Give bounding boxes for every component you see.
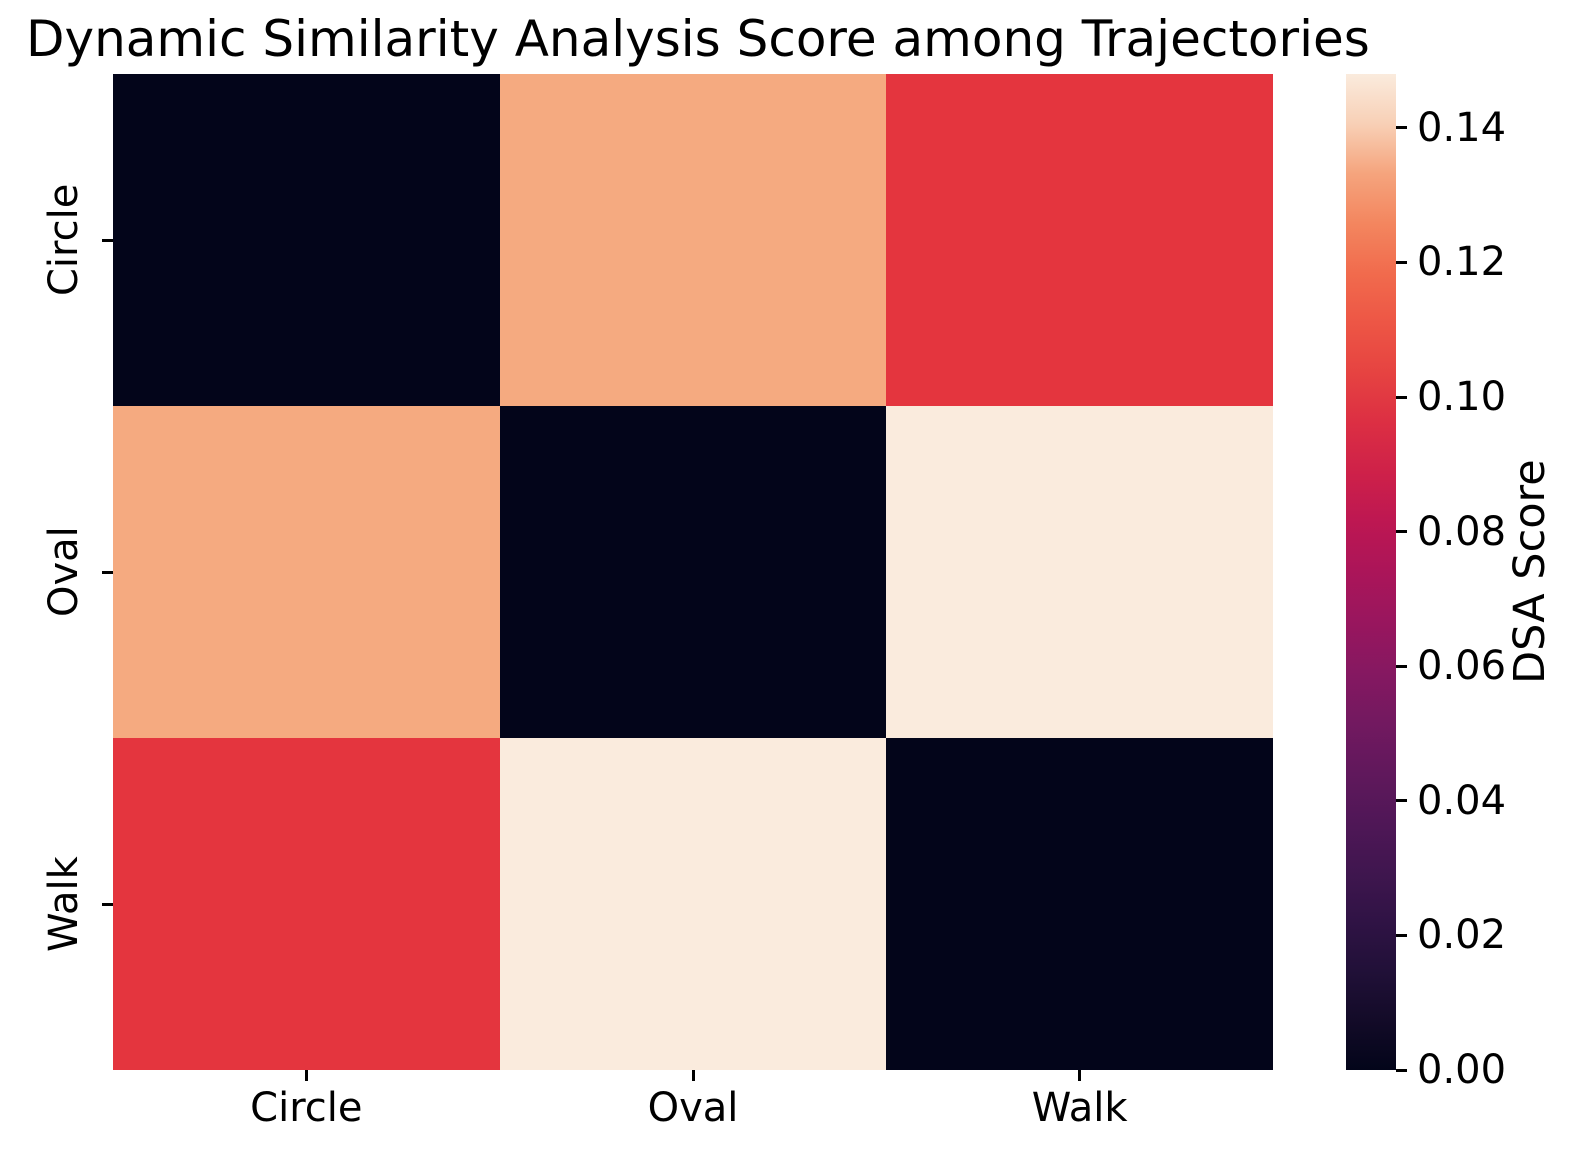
colorbar-tick-mark xyxy=(1396,260,1407,264)
y-tick-label-oval: Oval xyxy=(41,526,87,618)
heatmap-cell-oval-walk xyxy=(886,406,1273,738)
heatmap-cell-circle-circle xyxy=(113,74,500,406)
colorbar-tick-mark xyxy=(1396,530,1407,534)
x-tick-mark xyxy=(304,1070,308,1081)
heatmap-cell-circle-oval xyxy=(499,74,887,406)
heatmap-cell-oval-oval xyxy=(499,406,887,738)
colorbar-tick-label-0.00: 0.00 xyxy=(1417,1047,1507,1093)
x-tick-label-circle: Circle xyxy=(250,1085,363,1131)
y-tick-label-walk: Walk xyxy=(41,856,87,952)
heatmap-cell-walk-walk xyxy=(886,738,1273,1070)
heatmap-cell-oval-circle xyxy=(113,406,500,738)
colorbar-tick-label-0.12: 0.12 xyxy=(1417,239,1507,286)
y-tick-label-circle: Circle xyxy=(41,183,87,297)
heatmap-grid xyxy=(113,74,1273,1070)
colorbar-axis-label: DSA Score xyxy=(1505,459,1555,685)
colorbar-tick-label-0.10: 0.10 xyxy=(1417,374,1507,421)
x-tick-mark xyxy=(1078,1070,1082,1081)
y-tick-mark xyxy=(102,570,113,574)
chart-title: Dynamic Similarity Analysis Score among … xyxy=(26,10,1370,68)
colorbar-tick-mark xyxy=(1396,126,1407,130)
colorbar-tick-mark xyxy=(1396,799,1407,803)
colorbar-gradient xyxy=(1346,74,1396,1070)
heatmap-cell-walk-oval xyxy=(499,738,887,1070)
heatmap-cell-walk-circle xyxy=(113,738,500,1070)
colorbar-tick-mark xyxy=(1396,664,1407,668)
x-tick-label-walk: Walk xyxy=(1031,1085,1128,1131)
y-tick-mark xyxy=(102,238,113,242)
colorbar-tick-label-0.02: 0.02 xyxy=(1417,912,1507,959)
colorbar-tick-mark xyxy=(1396,395,1407,399)
heatmap-cell-circle-walk xyxy=(886,74,1273,406)
y-tick-mark xyxy=(102,902,113,906)
colorbar-tick-mark xyxy=(1396,1068,1407,1072)
colorbar-tick-mark xyxy=(1396,933,1407,937)
colorbar-tick-label-0.08: 0.08 xyxy=(1417,508,1507,555)
x-tick-label-oval: Oval xyxy=(647,1085,739,1131)
colorbar-tick-label-0.14: 0.14 xyxy=(1417,104,1507,151)
colorbar-tick-label-0.04: 0.04 xyxy=(1417,777,1507,824)
colorbar-tick-label-0.06: 0.06 xyxy=(1417,643,1507,690)
x-tick-mark xyxy=(691,1070,695,1081)
